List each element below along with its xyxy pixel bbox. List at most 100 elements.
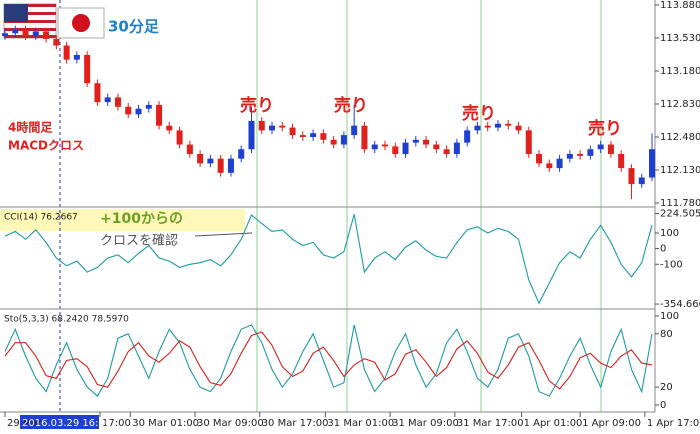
x-tick-label: 1 Apr 09:00 xyxy=(582,418,641,429)
candle-body xyxy=(248,120,255,150)
cursor-label: 2016.03.29 16:00 xyxy=(22,418,111,429)
x-tick-label: 31 Mar 09:00 xyxy=(392,418,459,429)
y-tick-label: 112.830 xyxy=(660,99,700,110)
y-tick-label: 113.530 xyxy=(660,33,700,44)
candle-body xyxy=(381,144,388,147)
candle-body xyxy=(330,139,337,145)
candle-body xyxy=(423,139,430,145)
indicator-title: CCI(14) 76.2667 xyxy=(4,213,78,223)
candle-body xyxy=(63,45,70,60)
candle-body xyxy=(566,153,573,159)
x-tick-label: 30 Mar 01:00 xyxy=(132,418,199,429)
candle-body xyxy=(299,135,306,137)
candle-body xyxy=(443,149,450,154)
candle-body xyxy=(32,31,39,37)
candle-body xyxy=(217,158,224,173)
candle-body xyxy=(104,97,111,103)
candle-body xyxy=(587,149,594,156)
annotation: 4時間足 xyxy=(8,120,52,135)
y-tick-label: 113.180 xyxy=(660,66,700,77)
candle-body xyxy=(453,142,460,154)
x-tick-label: 29 Mar xyxy=(7,418,43,429)
candle-body xyxy=(525,130,532,154)
highlight-band xyxy=(0,209,245,231)
y-tick-label: 100 xyxy=(660,311,679,322)
candle-body xyxy=(310,133,317,137)
annotation: 30分足 xyxy=(108,18,160,36)
candle-body xyxy=(464,130,471,143)
candle-body xyxy=(618,153,625,169)
y-tick-label: 112.480 xyxy=(660,132,700,143)
x-tick-label: 31 Mar 17:00 xyxy=(457,418,524,429)
candle-body xyxy=(12,29,19,34)
candle-body xyxy=(597,144,604,150)
candle-body xyxy=(412,139,419,143)
candle-body xyxy=(340,135,347,145)
y-tick-label: 111.780 xyxy=(660,198,700,209)
indicator-title: Sto(5,3,3) 68.2420 78.5970 xyxy=(4,315,129,325)
y-tick-label: -354.6664 xyxy=(660,299,700,310)
candle-body xyxy=(53,38,60,46)
callout-line xyxy=(194,232,253,237)
y-tick-label: 0 xyxy=(660,400,666,411)
candle-body xyxy=(22,29,29,37)
indicator-line xyxy=(4,324,653,397)
x-tick-label: 31 Mar 01:00 xyxy=(327,418,394,429)
candle-body xyxy=(556,158,563,169)
candle-body xyxy=(402,142,409,154)
annotation: 売り xyxy=(462,103,496,124)
x-tick-label: 17:00 xyxy=(102,418,131,429)
candle-body xyxy=(125,106,132,115)
candle-body xyxy=(227,158,234,173)
candle-body xyxy=(484,125,491,128)
candle-body xyxy=(577,153,584,156)
japan-flag xyxy=(57,7,105,39)
candle-body xyxy=(638,177,645,185)
candle-body xyxy=(238,149,245,159)
x-tick-label: 1 Apr 01:00 xyxy=(524,418,583,429)
y-tick-label: 112.130 xyxy=(660,165,700,176)
candle-body xyxy=(114,97,121,107)
candle-body xyxy=(145,104,152,109)
indicator-line xyxy=(4,214,653,305)
annotation: 売り xyxy=(588,118,622,139)
y-tick-label: 80 xyxy=(660,329,673,340)
y-tick-label: 224.5054 xyxy=(660,209,700,220)
candle-body xyxy=(433,144,440,150)
candle-body xyxy=(258,120,265,131)
annotation: 売り xyxy=(334,95,368,116)
y-tick-label: 113.880 xyxy=(660,0,700,11)
candle-body xyxy=(84,54,91,84)
annotation: +100からの xyxy=(100,211,183,227)
candle-body xyxy=(166,125,173,131)
y-tick-label: 0 xyxy=(660,244,666,255)
candle-body xyxy=(43,31,50,39)
candle-body xyxy=(73,54,80,60)
candle-body xyxy=(279,125,286,128)
candle-body xyxy=(494,123,501,128)
indicator-line xyxy=(4,331,653,390)
candle-body xyxy=(392,146,399,154)
candle-body xyxy=(135,108,142,115)
x-tick-label: 30 Mar 09:00 xyxy=(197,418,264,429)
candle-body xyxy=(269,125,276,131)
annotation: 売り xyxy=(240,95,274,116)
candle-body xyxy=(546,163,553,169)
candle-body xyxy=(474,125,481,131)
x-tick-label: 30 Mar 17:00 xyxy=(262,418,329,429)
candle-body xyxy=(156,104,163,126)
cursor-label-box xyxy=(20,415,99,429)
candle-body xyxy=(351,125,358,136)
candle-body xyxy=(361,125,368,150)
candle-body xyxy=(207,158,214,164)
y-tick-label: 20 xyxy=(660,382,673,393)
candle-body xyxy=(628,168,635,185)
annotation: クロスを確認 xyxy=(100,233,178,249)
candle-body xyxy=(320,133,327,140)
y-tick-label: 100 xyxy=(660,228,679,239)
candle-body xyxy=(505,123,512,126)
x-tick-label: 1 Apr 17:00 xyxy=(647,418,700,429)
candle-body xyxy=(176,130,183,145)
candle-body xyxy=(515,125,522,131)
